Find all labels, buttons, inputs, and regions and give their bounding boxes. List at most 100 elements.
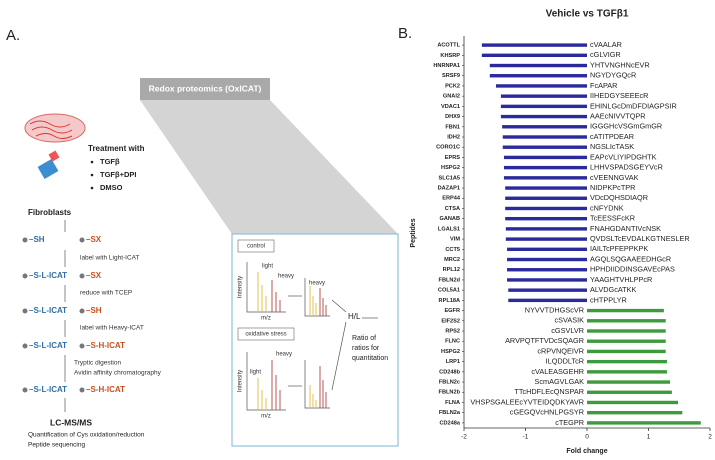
bar (587, 359, 667, 364)
peptide-label: FNAHGDANTIVcNSK (590, 224, 661, 233)
cell-label: Fibroblasts (28, 208, 72, 217)
peptide-label: NIDPKPcTPR (590, 183, 635, 192)
inset-label: oxidative stress (245, 332, 286, 338)
flask-cap (48, 150, 60, 162)
peptide-label: cTEGPR (555, 418, 584, 427)
step: label with Light-ICAT (80, 255, 140, 262)
y-tick-label: DAZAP1 (438, 186, 460, 192)
state: –S-L-ICAT (29, 306, 67, 315)
step: label with Heavy-ICAT (80, 325, 144, 332)
peptide-label: YAAGHTVHLPPcR (590, 275, 652, 284)
treatment-item: TGFβ (100, 157, 120, 166)
y-tick-label: PCK2 (445, 83, 460, 89)
ratio: H/L (348, 312, 361, 321)
peptide-label: ScmAGVLGAK (535, 377, 585, 386)
peptide-label: cVEENNGVAK (590, 173, 639, 182)
axis-label: m/z (261, 316, 271, 322)
peptide-label: QVDSLTcEVDALKGTNESLER (590, 234, 690, 243)
peptide-label: ALVDGcATKK (590, 285, 636, 294)
peptide-label: IAILTcPFEPPKPK (590, 244, 648, 253)
funnel (140, 100, 398, 234)
step: reduce with TCEP (80, 290, 132, 297)
bar (587, 390, 672, 394)
bar (502, 135, 587, 139)
axis-label: Intensity (238, 276, 244, 298)
bar (481, 43, 587, 47)
inset-label: control (247, 244, 265, 250)
y-tick-label: CTSA (445, 206, 460, 212)
bar (587, 380, 671, 384)
final-line: Quantification of Cys oxidation/reductio… (28, 432, 145, 439)
state: –S-L-ICAT (29, 341, 67, 350)
y-tick-label: CD248b (439, 369, 460, 375)
bar (508, 298, 587, 303)
y-tick-label: HSPG2 (441, 165, 460, 171)
peptide-label: IIHEDGYSEEEcR (590, 91, 648, 100)
peptide-label: HPHDIIDDINSGAVEcPAS (590, 265, 675, 274)
y-tick-label: HNRNPA1 (433, 63, 460, 69)
peptide-label: ILQDDLTcR (546, 357, 584, 366)
peptide-label: EHINLGcDmDFDIAGPSIR (590, 101, 677, 110)
bar (500, 104, 587, 109)
bar (481, 53, 587, 58)
axis-label: m/z (261, 414, 271, 420)
y-tick-label: FLNA (445, 400, 460, 406)
bar (500, 114, 587, 119)
y-tick-label: FLNC (445, 339, 460, 345)
y-tick-label: COL5A1 (438, 288, 460, 294)
bar (503, 155, 587, 160)
peptide-label: LHHVSPADSGEYVcR (590, 163, 663, 172)
y-tick-label: SLC1A5 (439, 175, 460, 181)
peptide-label: cNFYDNK (590, 203, 624, 212)
state: –SX (86, 271, 102, 280)
peak-label: heavy (278, 274, 294, 280)
bar (508, 288, 587, 292)
x-tick-label: -1 (523, 434, 529, 441)
panel-label: B. (398, 25, 412, 42)
flask (37, 158, 59, 180)
final-title: LC-MS/MS (50, 417, 92, 427)
bar (502, 125, 587, 129)
bar (500, 94, 587, 98)
peptide-label: IGGGHcVSGmGmGR (590, 122, 662, 131)
y-tick-label: VIM (450, 237, 460, 243)
y-tick-label: HSPG2 (441, 349, 460, 355)
y-tick-label: KHSRP (440, 53, 460, 59)
peptide-label: VHSPSGALEEcYVTEIDQDKYAVR (470, 397, 584, 406)
peptide-label: TcEESSFcKR (590, 214, 635, 223)
bar (587, 421, 701, 425)
bar (503, 176, 587, 180)
peptide-label: cGSVLVR (551, 326, 584, 335)
y-tick-label: IDH2 (447, 134, 460, 140)
peptide-label: cSVASIK (555, 316, 585, 325)
bar (505, 196, 587, 200)
y-tick-label: RPL18A (439, 298, 460, 304)
peptide-label: AAEcNIVVTQPR (590, 112, 646, 121)
panel-label: A. (6, 27, 20, 44)
y-tick-label: EIF2S2 (441, 318, 460, 324)
ratio-text: Ratio of (352, 335, 376, 342)
y-tick-label: LRP1 (446, 359, 460, 365)
ratio-text: ratios for (352, 345, 380, 352)
peak-label: light (262, 264, 273, 270)
bar (587, 400, 679, 405)
label-box (237, 239, 275, 253)
bar (507, 257, 587, 262)
state: –SH (86, 306, 102, 315)
state: –S-L-ICAT (29, 385, 67, 394)
x-axis-label: Fold change (566, 448, 607, 455)
peptide-label: cHTPPLYR (590, 295, 627, 304)
cells (29, 120, 73, 139)
step: Tryptic digestion (74, 360, 121, 367)
bar (505, 186, 587, 190)
axis-label: Intensity (238, 370, 244, 392)
treatment-heading: Treatment with (88, 144, 145, 153)
peptide-label: cATITPDEAR (590, 132, 634, 141)
y-axis-label: Peptides (410, 218, 417, 247)
header-box (140, 78, 270, 100)
x-tick-label: -2 (461, 434, 467, 441)
box-title: Redox proteomics (OxICAT) (149, 83, 262, 93)
treatment-item: TGFβ+DPI (100, 170, 136, 179)
peptide-label: YHTVNGHNcEVR (590, 60, 650, 69)
